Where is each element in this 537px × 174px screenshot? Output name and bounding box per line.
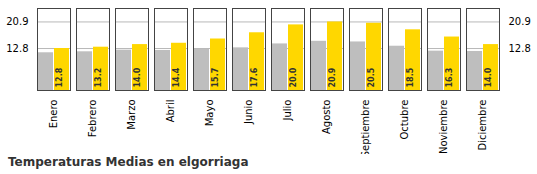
svg-text:Septiembre: Septiembre [360,100,371,155]
svg-text:14.4: 14.4 [172,67,181,87]
svg-text:15.7: 15.7 [211,68,220,88]
svg-text:20.0: 20.0 [289,67,298,87]
svg-text:20.9: 20.9 [6,16,28,27]
svg-text:17.6: 17.6 [250,67,259,87]
svg-text:14.0: 14.0 [484,67,493,87]
svg-text:Marzo: Marzo [126,100,137,130]
svg-text:Agosto: Agosto [321,100,332,135]
svg-text:20.5: 20.5 [367,67,376,87]
svg-text:12.8: 12.8 [509,43,531,54]
svg-text:14.0: 14.0 [133,67,142,87]
svg-text:16.3: 16.3 [445,68,454,88]
svg-text:12.8: 12.8 [55,67,64,87]
svg-text:Abril: Abril [165,100,176,123]
svg-text:Diciembre: Diciembre [477,100,488,151]
svg-text:Enero: Enero [48,100,59,129]
svg-text:18.5: 18.5 [406,67,415,87]
svg-text:Octubre: Octubre [399,100,410,140]
svg-text:Febrero: Febrero [87,100,98,138]
svg-text:13.2: 13.2 [94,68,103,88]
svg-text:Junio: Junio [243,100,254,126]
svg-text:20.9: 20.9 [328,67,337,87]
svg-text:Julio: Julio [282,100,293,122]
svg-text:Noviembre: Noviembre [438,100,449,155]
svg-text:20.9: 20.9 [509,16,531,27]
svg-text:Mayo: Mayo [204,100,215,127]
html-text:Temperaturas Medias en elgorri: Temperaturas Medias en elgorriaga [8,155,249,169]
svg-text:12.8: 12.8 [6,43,28,54]
